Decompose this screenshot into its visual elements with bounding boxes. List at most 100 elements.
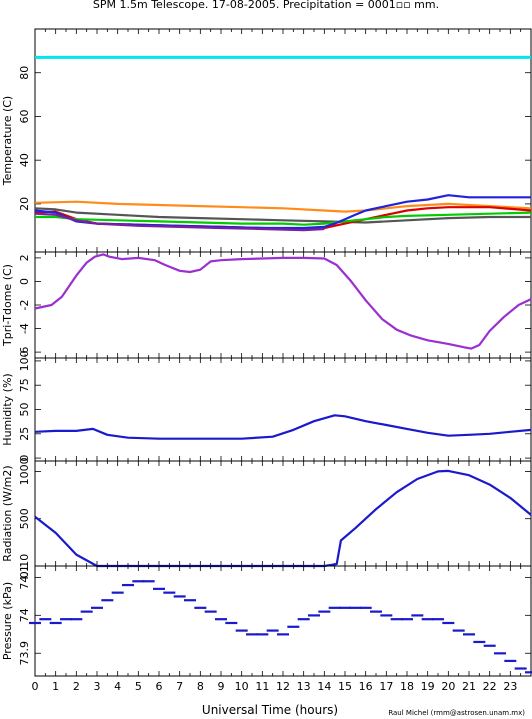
- y-tick-label: 100: [18, 350, 31, 371]
- series-line: [34, 469, 532, 568]
- panel-frame: [34, 565, 532, 677]
- data-point: [525, 671, 532, 674]
- data-point: [494, 652, 506, 655]
- x-tick-label: 10: [235, 680, 249, 693]
- series-line: [34, 207, 531, 224]
- x-tick-label: 20: [441, 680, 455, 693]
- data-point: [60, 618, 72, 621]
- data-point: [432, 618, 444, 621]
- y-axis-label: Humidity (%): [1, 373, 14, 445]
- data-point: [70, 618, 83, 621]
- y-tick-label: 80: [18, 66, 31, 80]
- data-point: [235, 629, 248, 632]
- y-tick-label: 500: [18, 508, 31, 529]
- x-tick-label: 11: [255, 680, 269, 693]
- y-tick-label: 73.9: [18, 641, 31, 666]
- data-point: [194, 606, 207, 609]
- x-tick-label: 15: [338, 680, 352, 693]
- data-point: [163, 591, 176, 594]
- y-axis-label: Radiation (W/m2): [1, 465, 14, 561]
- data-point: [421, 618, 434, 621]
- y-tick-label: 60: [18, 109, 31, 123]
- data-point: [29, 621, 41, 625]
- x-tick-label: 18: [400, 680, 414, 693]
- x-tick-label: 14: [317, 680, 331, 693]
- y-tick-label: 74: [18, 608, 31, 622]
- y-tick-label: 0: [18, 278, 31, 285]
- y-axis-label: Tpri-Tdome (C): [1, 264, 14, 347]
- data-point: [463, 633, 475, 636]
- x-tick-label: 12: [276, 680, 290, 693]
- series-line: [34, 414, 532, 440]
- series-line: [34, 253, 532, 350]
- x-tick-label: 7: [176, 680, 183, 693]
- y-tick-label: 1000: [18, 457, 31, 485]
- x-tick-label: 23: [503, 680, 517, 693]
- data-point: [318, 610, 331, 613]
- y-tick-label: 25: [18, 427, 31, 441]
- data-point: [39, 618, 52, 621]
- y-tick-label: 0.10: [18, 554, 31, 579]
- data-point: [411, 614, 424, 617]
- data-point: [452, 629, 465, 632]
- data-point: [370, 610, 382, 613]
- data-point: [101, 599, 114, 602]
- data-point: [266, 629, 279, 632]
- data-point: [504, 659, 517, 663]
- data-point: [91, 606, 103, 609]
- data-point: [184, 599, 196, 602]
- x-tick-label: 4: [114, 680, 121, 693]
- x-tick-label: 21: [462, 680, 476, 693]
- data-point: [473, 640, 486, 644]
- data-point: [111, 591, 124, 594]
- x-tick-label: 8: [197, 680, 204, 693]
- data-point: [514, 667, 527, 670]
- credit-text: Raul Michel (rmm@astrosen.unam.mx): [388, 709, 525, 717]
- series-line: [34, 200, 532, 213]
- y-tick-label: 20: [18, 197, 31, 211]
- data-point: [173, 595, 186, 598]
- series-line: [35, 211, 532, 226]
- data-point: [483, 644, 496, 647]
- y-tick-label: 0: [18, 455, 31, 462]
- data-point: [246, 633, 258, 636]
- x-tick-label: 6: [156, 680, 163, 693]
- data-point: [80, 610, 93, 613]
- x-tick-label: 3: [94, 680, 101, 693]
- data-point: [153, 587, 165, 590]
- y-axis-label: Temperature (C): [1, 96, 14, 186]
- data-point: [328, 606, 341, 609]
- data-point: [442, 621, 455, 625]
- data-point: [390, 618, 403, 621]
- series-line: [34, 212, 325, 232]
- panel-frame: [34, 460, 532, 567]
- x-tick-label: 16: [359, 680, 373, 693]
- data-point: [287, 625, 300, 628]
- x-tick-label: 1: [52, 680, 59, 693]
- y-tick-label: 75: [18, 378, 31, 392]
- y-tick-label: 74.1: [18, 565, 31, 590]
- y-tick-label: -2: [18, 300, 31, 311]
- data-point: [132, 580, 145, 583]
- x-axis-label: Universal Time (hours): [202, 703, 338, 717]
- data-point: [349, 606, 362, 609]
- y-axis-label: Pressure (kPa): [1, 582, 14, 660]
- panel-frame: [34, 251, 532, 359]
- data-point: [380, 614, 393, 617]
- y-tick-label: 2: [18, 254, 31, 261]
- data-point: [204, 610, 217, 613]
- x-tick-label: 9: [218, 680, 225, 693]
- data-point: [277, 633, 289, 636]
- data-point: [339, 606, 351, 609]
- y-tick-label: -6: [18, 347, 31, 358]
- panel-frame: [34, 357, 532, 462]
- data-point: [308, 614, 320, 617]
- x-tick-label: 5: [135, 680, 142, 693]
- data-point: [215, 618, 227, 621]
- x-tick-label: 19: [421, 680, 435, 693]
- data-point: [256, 633, 269, 636]
- data-point: [142, 580, 155, 583]
- data-point: [225, 621, 238, 625]
